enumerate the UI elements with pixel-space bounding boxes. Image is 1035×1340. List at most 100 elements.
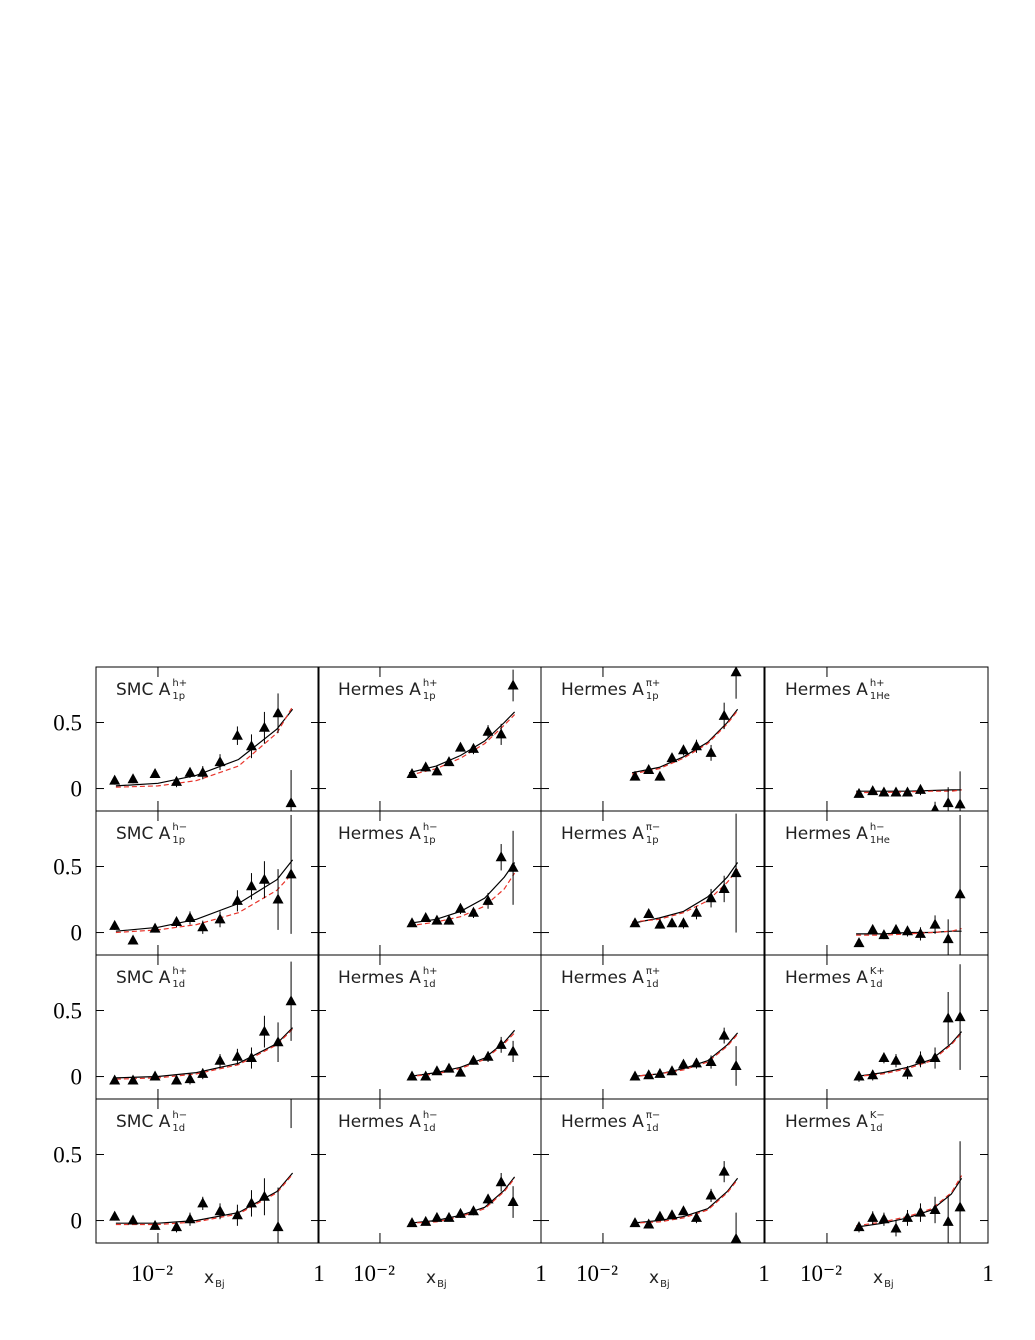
data-point — [901, 925, 913, 936]
data-point — [666, 1065, 678, 1076]
data-point — [431, 765, 443, 776]
plot-area — [629, 667, 742, 781]
x-axis-label-sub: Bj — [437, 1279, 447, 1290]
data-point — [878, 1213, 890, 1224]
data-point — [272, 707, 284, 718]
data-point — [954, 888, 966, 899]
data-point — [482, 725, 494, 736]
data-point — [730, 667, 742, 677]
plot-area — [853, 1141, 966, 1243]
panel-label-sub: 1p — [423, 835, 436, 846]
data-point — [258, 1190, 270, 1201]
y-tick-label: 0.5 — [53, 854, 82, 879]
data-point — [443, 914, 455, 925]
fit-curve — [856, 928, 962, 936]
data-point — [171, 1221, 183, 1232]
data-point — [718, 1165, 730, 1176]
x-axis-label: x — [426, 1268, 436, 1288]
panel-label-sup: K− — [870, 1110, 885, 1121]
data-point — [406, 768, 418, 779]
data-point — [853, 1070, 865, 1081]
data-point — [467, 1054, 479, 1065]
panel-label-sub: 1p — [423, 691, 436, 702]
panel-frame — [540, 1098, 765, 1244]
data-point — [467, 906, 479, 917]
fit-curve — [856, 1032, 963, 1078]
panel-label-sub: 1d — [172, 1123, 185, 1134]
panel-label-sub: 1He — [870, 691, 890, 702]
data-point — [443, 1062, 455, 1073]
data-point — [258, 721, 270, 732]
panel-label-sup: K+ — [870, 966, 885, 977]
panel-label-sub: 1d — [870, 1123, 883, 1134]
data-point — [931, 803, 940, 811]
data-point — [184, 766, 196, 777]
plot-area — [109, 814, 297, 945]
panel-label-sup: h− — [870, 822, 885, 833]
panel-label: Hermes A — [785, 680, 868, 700]
fit-curve — [632, 1177, 739, 1224]
data-point — [507, 1196, 519, 1207]
x-tick-label: 1 — [758, 1261, 770, 1286]
data-point — [495, 1176, 507, 1187]
panel-frame — [764, 1098, 989, 1244]
panel-label-sub: 1d — [423, 1123, 436, 1134]
data-point — [705, 746, 717, 757]
data-point — [705, 1189, 717, 1200]
x-tick-label: 1 — [313, 1261, 325, 1286]
data-point — [171, 1074, 183, 1085]
panel-label: Hermes A — [561, 824, 644, 844]
fit-curve — [631, 710, 739, 775]
data-point — [420, 1070, 432, 1081]
plot-area — [109, 961, 297, 1085]
panel-label: Hermes A — [338, 680, 421, 700]
data-point — [677, 744, 689, 755]
data-point — [853, 937, 865, 948]
data-point — [127, 1214, 139, 1225]
data-point — [677, 1058, 689, 1069]
data-point — [406, 917, 418, 928]
plot-area — [629, 1027, 742, 1086]
y-tick-label: 0 — [71, 777, 83, 802]
panel-label: SMC A — [116, 968, 171, 988]
data-point — [231, 1209, 243, 1220]
panel-label: SMC A — [116, 824, 171, 844]
panel-label: Hermes A — [561, 1112, 644, 1132]
fit-curve — [632, 1033, 739, 1078]
data-point — [890, 923, 902, 934]
panel-frame — [95, 1098, 320, 1244]
panel-label-sub: 1d — [646, 979, 659, 990]
data-point — [942, 933, 954, 944]
data-point — [454, 1066, 466, 1077]
data-point — [654, 1210, 666, 1221]
panel-label: Hermes A — [785, 824, 868, 844]
data-point — [878, 1052, 890, 1063]
data-point — [127, 934, 139, 945]
data-point — [690, 906, 702, 917]
data-point — [878, 786, 890, 797]
data-point — [718, 709, 730, 720]
panel-label-sup: h+ — [172, 966, 187, 977]
data-point — [482, 1050, 494, 1061]
data-point — [718, 1029, 730, 1040]
data-point — [929, 918, 941, 929]
plot-area — [109, 693, 297, 811]
data-point — [127, 1074, 139, 1085]
data-point — [467, 1205, 479, 1216]
data-point — [214, 913, 226, 924]
data-point — [272, 1221, 284, 1232]
panel-label-sub: 1p — [172, 835, 185, 846]
data-point — [705, 892, 717, 903]
data-point — [495, 851, 507, 862]
fit-curve — [115, 1172, 294, 1224]
data-point — [482, 894, 494, 905]
plot-area — [853, 814, 966, 955]
panel-label-sup: h+ — [172, 678, 187, 689]
panel-label: Hermes A — [561, 968, 644, 988]
panel-label-sub: 1d — [646, 1123, 659, 1134]
panel-label: Hermes A — [561, 680, 644, 700]
data-point — [929, 1203, 941, 1214]
plot-area — [853, 771, 966, 811]
data-point — [643, 1218, 655, 1229]
data-point — [272, 893, 284, 904]
